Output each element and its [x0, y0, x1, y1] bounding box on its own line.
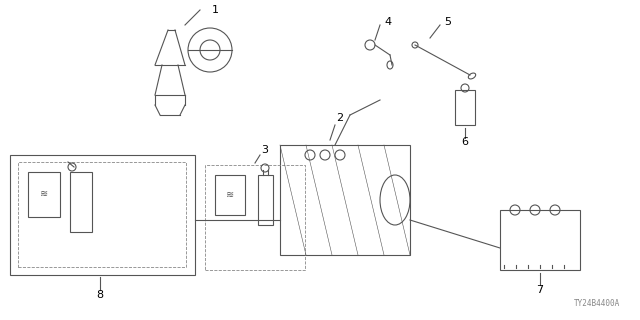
Text: 1: 1	[211, 5, 218, 15]
Text: 5: 5	[445, 17, 451, 27]
Bar	[205, 165, 305, 270]
Text: 6: 6	[461, 137, 468, 147]
Bar	[28, 172, 60, 217]
Bar	[280, 145, 410, 255]
Text: 8: 8	[97, 290, 104, 300]
Bar	[10, 155, 195, 275]
Text: ≋: ≋	[226, 190, 234, 200]
Text: 4: 4	[385, 17, 392, 27]
Text: 2: 2	[337, 113, 344, 123]
Text: ≋: ≋	[40, 189, 48, 199]
Bar	[500, 210, 580, 270]
Bar	[18, 162, 186, 267]
Bar	[70, 172, 92, 232]
Text: TY24B4400A: TY24B4400A	[573, 299, 620, 308]
Text: 3: 3	[262, 145, 269, 155]
Text: 7: 7	[536, 285, 543, 295]
Bar	[455, 90, 475, 125]
Bar	[215, 175, 245, 215]
Bar	[258, 175, 273, 225]
